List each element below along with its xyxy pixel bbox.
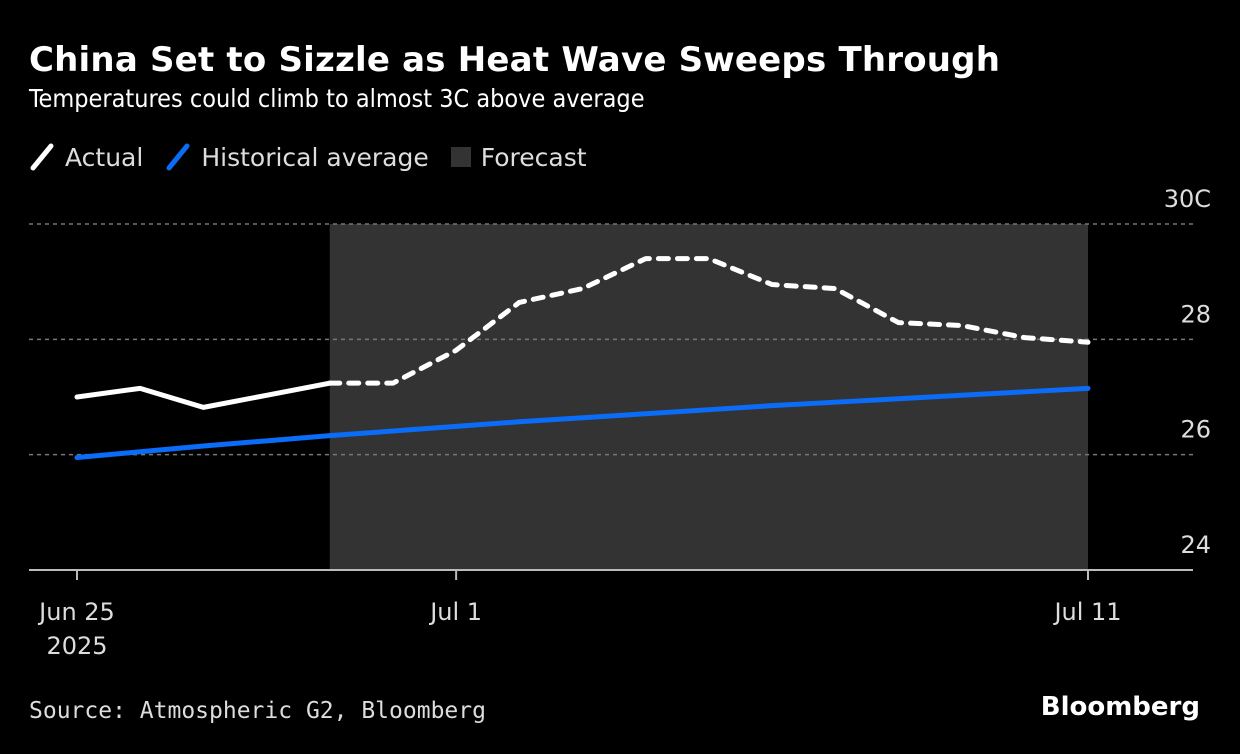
y-tick-label-30: 30C (1164, 185, 1211, 213)
x-tick-label: Jul 11 (1052, 598, 1121, 626)
bloomberg-logo: Bloomberg (1040, 692, 1200, 722)
series-line-actual (74, 380, 333, 410)
legend-item-forecast: Forecast (450, 142, 587, 172)
legend: Actual Historical average Forecast (29, 142, 609, 172)
series-line-historical-average (74, 385, 1091, 461)
legend-label-actual: Actual (65, 142, 144, 172)
x-tick-label: Jul 1 (428, 598, 482, 626)
legend-label-forecast: Forecast (480, 142, 587, 172)
legend-label-historical-average: Historical average (201, 142, 429, 172)
legend-box-icon-forecast (450, 147, 471, 167)
series-line-forecast (327, 256, 1091, 386)
chart-subtitle: Temperatures could climb to almost 3C ab… (29, 84, 645, 113)
y-tick-label-28: 28 (1180, 300, 1211, 328)
y-tick-label-26: 26 (1180, 416, 1211, 444)
x-tick-label: Jun 25 (37, 598, 115, 626)
legend-item-actual: Actual (29, 142, 143, 172)
legend-item-historical-average: Historical average (165, 142, 429, 172)
source-note: Source: Atmospheric G2, Bloomberg (29, 698, 486, 724)
chart-title: China Set to Sizzle as Heat Wave Sweeps … (29, 40, 1001, 80)
x-tick-sublabel: 2025 (46, 632, 107, 660)
legend-line-icon-historical (166, 143, 190, 171)
legend-line-icon-actual (30, 143, 54, 171)
y-tick-label-24: 24 (1180, 531, 1211, 559)
